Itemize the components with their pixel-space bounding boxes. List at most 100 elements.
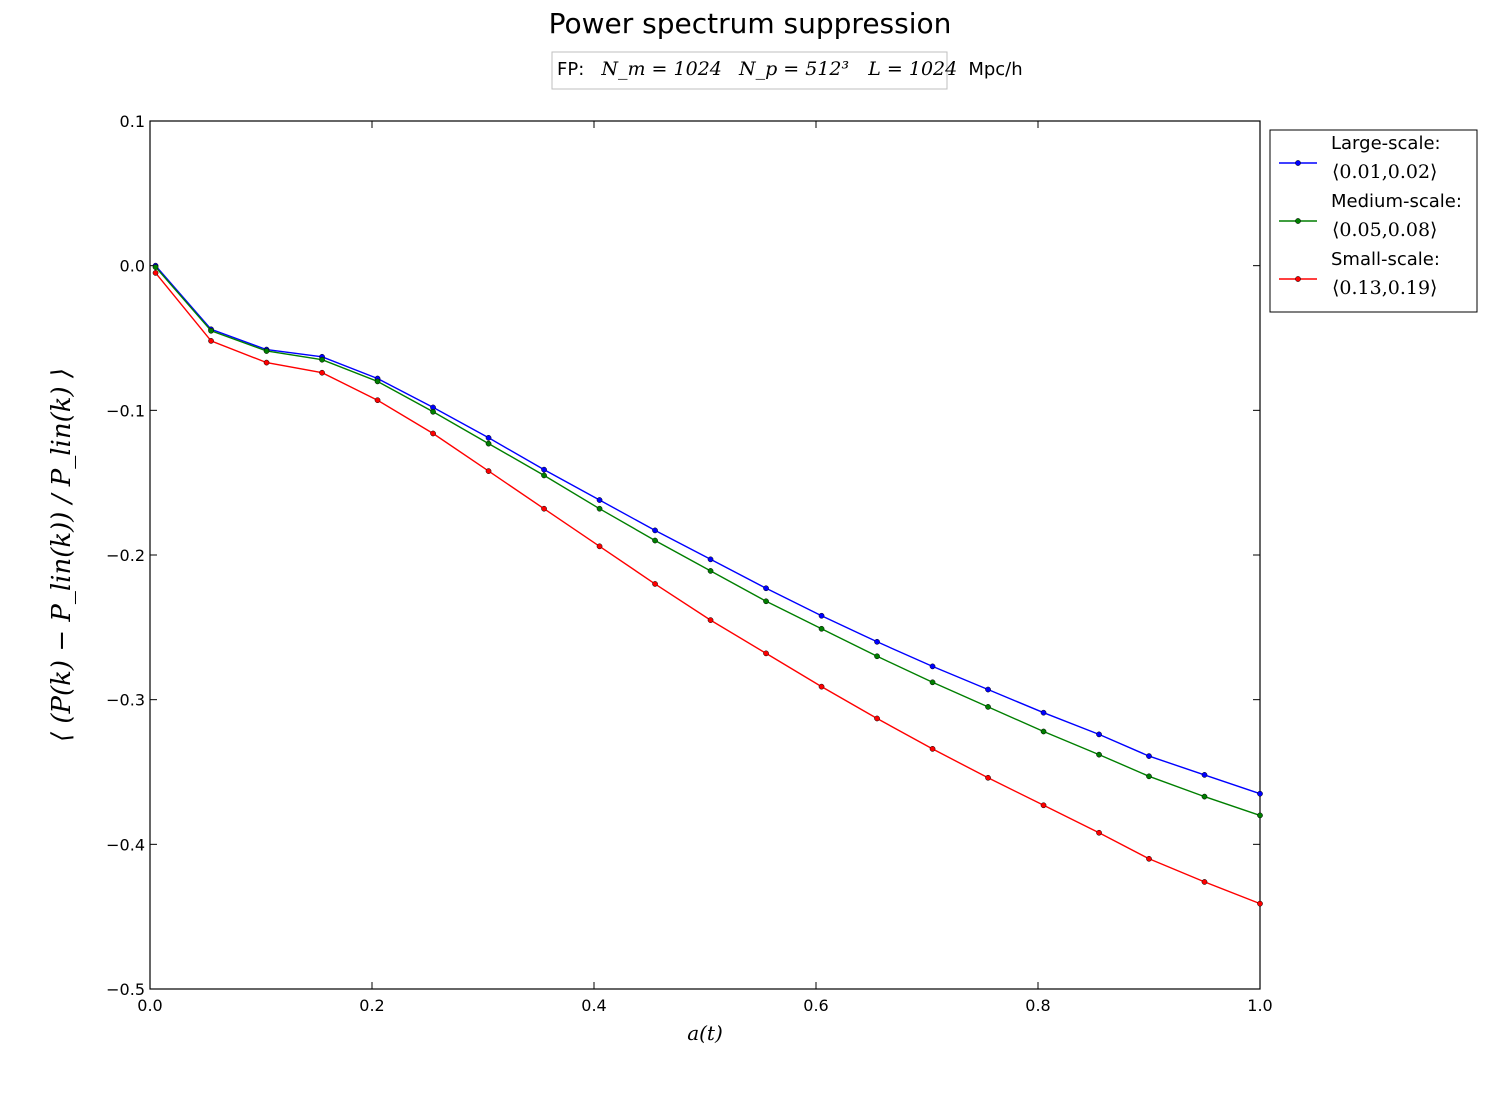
data-point (1201, 793, 1208, 800)
data-point (1146, 855, 1152, 862)
subtitle-box-size: L = 1024 (867, 58, 957, 80)
series-line (155, 265, 1261, 795)
subtitle-nm: N_m = 1024 (600, 58, 722, 80)
plot-frame (149, 120, 1261, 990)
data-point (596, 543, 603, 550)
y-tick-label: 0.0 (120, 257, 145, 276)
series-1 (152, 264, 1263, 819)
y-tick-label: −0.4 (106, 835, 145, 854)
data-point (1040, 802, 1047, 809)
data-point (319, 356, 325, 363)
legend-range: ⟨0.05,0.08⟩ (1332, 219, 1437, 241)
data-point (374, 397, 381, 404)
data-point (874, 715, 880, 722)
x-tick-label: 0.8 (1025, 996, 1050, 1015)
legend: Large-scale: ⟨0.01,0.02⟩ Medium-scale: ⟨0.0… (1279, 133, 1462, 299)
legend-range: ⟨0.01,0.02⟩ (1332, 161, 1437, 183)
data-point (652, 581, 658, 587)
data-point (208, 338, 214, 344)
data-point (929, 746, 936, 752)
legend-entry-1: Medium-scale: ⟨0.05,0.08⟩ (1279, 191, 1462, 241)
data-point (1257, 900, 1263, 907)
data-point (1201, 879, 1208, 885)
data-point (818, 625, 825, 632)
data-point (874, 638, 880, 645)
data-point (985, 686, 991, 693)
data-point (763, 598, 769, 605)
data-point (1146, 773, 1152, 780)
data-point (263, 348, 270, 354)
legend-swatch-marker (1295, 218, 1301, 224)
data-point (596, 505, 603, 512)
legend-entry-2: Small-scale: ⟨0.13,0.19⟩ (1279, 249, 1440, 299)
data-point (929, 679, 936, 686)
data-point (874, 653, 880, 660)
data-point (763, 650, 769, 657)
subtitle-np: N_p = 512³ (738, 58, 849, 80)
data-point (430, 408, 436, 415)
data-point (263, 359, 270, 366)
data-point (1096, 829, 1102, 836)
data-point (985, 704, 991, 710)
y-axis-label: ⟨ (P(k) − P_lin(k)) / P_lin(k) ⟩ (47, 368, 77, 742)
data-point (541, 472, 547, 479)
legend-label: Small-scale: (1331, 249, 1440, 270)
data-point (152, 270, 159, 276)
data-point (1201, 772, 1208, 778)
y-tick-label: −0.1 (106, 401, 145, 420)
y-tick-label: −0.3 (106, 691, 145, 710)
data-point (485, 440, 492, 447)
data-point (763, 585, 769, 592)
series-0 (152, 262, 1263, 797)
data-point (596, 497, 603, 503)
subtitle-prefix: FP: (557, 59, 584, 80)
series-layer (152, 262, 1263, 907)
data-point (152, 264, 159, 270)
data-point (541, 466, 547, 473)
data-point (1040, 728, 1047, 735)
data-point (1096, 731, 1102, 738)
y-tick-label: −0.2 (106, 546, 145, 565)
data-point (1257, 790, 1263, 797)
data-point (1146, 753, 1152, 759)
data-point (985, 774, 991, 781)
data-point (485, 468, 492, 474)
data-point (707, 617, 714, 623)
y-tick-label: 0.1 (120, 112, 145, 131)
legend-label: Large-scale: (1331, 133, 1441, 154)
subtitle: FP: N_m = 1024 N_p = 512³ L = 1024 Mpc/h (557, 58, 1023, 80)
series-2 (152, 270, 1263, 907)
data-point (707, 568, 714, 574)
data-point (929, 663, 936, 670)
x-axis-label: a(t) (687, 1021, 723, 1045)
chart-title: Power spectrum suppression (549, 7, 952, 40)
x-tick-label: 1.0 (1247, 996, 1272, 1015)
x-tick-label: 0.2 (359, 996, 384, 1015)
y-tick-label: −0.5 (106, 980, 145, 999)
legend-entry-0: Large-scale: ⟨0.01,0.02⟩ (1279, 133, 1441, 183)
subtitle-unit: Mpc/h (968, 59, 1022, 80)
subtitle-box (551, 51, 948, 90)
legend-range: ⟨0.13,0.19⟩ (1332, 277, 1437, 299)
x-tick-label: 0.0 (137, 996, 162, 1015)
data-point (818, 683, 825, 690)
legend-swatch-marker (1295, 276, 1301, 282)
data-point (1257, 812, 1263, 819)
legend-swatch-marker (1295, 160, 1301, 166)
data-point (541, 505, 547, 512)
x-tick-label: 0.6 (803, 996, 828, 1015)
data-point (1096, 751, 1102, 758)
series-line (155, 272, 1261, 905)
data-point (208, 327, 214, 334)
x-tick-label: 0.4 (581, 996, 606, 1015)
data-point (319, 369, 325, 376)
data-point (485, 434, 492, 441)
data-point (707, 556, 714, 563)
data-point (430, 430, 436, 437)
data-point (652, 537, 658, 544)
axis-ticks: 0.0 0.2 0.4 0.6 0.8 1.0 0.1 0.0 −0.1 −0.2 −0.3 −0.4… (106, 112, 1273, 1015)
legend-label: Medium-scale: (1331, 191, 1462, 212)
data-point (818, 612, 825, 619)
data-point (1040, 709, 1047, 716)
